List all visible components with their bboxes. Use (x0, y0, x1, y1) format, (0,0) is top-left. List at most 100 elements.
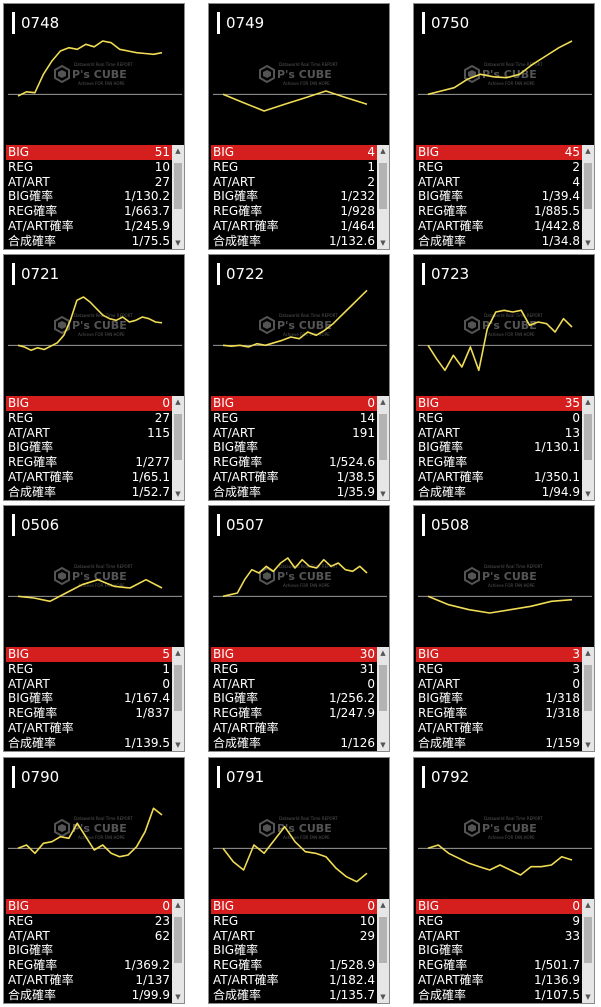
stats-table: BIG 5 REG 1 AT/ART 0 BIG確率 1/167.4 REG確率 1/837 AT/… (6, 647, 184, 751)
scroll-thumb[interactable] (174, 414, 182, 460)
machine-card-0507[interactable]: 0507 Dataworld Real Time REPORT P's CUBE Ac… (208, 505, 390, 752)
scroll-down-arrow-icon[interactable]: ▼ (175, 239, 181, 247)
scroll-down-arrow-icon[interactable]: ▼ (585, 490, 591, 498)
stats-scrollbar[interactable]: ▲ ▼ (582, 145, 594, 249)
stat-row-reg: REG 10 (211, 914, 389, 929)
stats-scrollbar[interactable]: ▲ ▼ (377, 396, 389, 500)
stat-row-at-art: AT/ART 0 (6, 677, 184, 692)
machine-card-0792[interactable]: 0792 Dataworld Real Time REPORT P's CUBE Ac… (413, 757, 595, 1004)
stats-scrollbar[interactable]: ▲ ▼ (377, 899, 389, 1003)
stat-value: 1/126 (340, 735, 375, 750)
scroll-thumb[interactable] (584, 163, 592, 209)
machine-card-0749[interactable]: 0749 Dataworld Real Time REPORT P's CUBE Ac… (208, 3, 390, 250)
scroll-down-arrow-icon[interactable]: ▼ (585, 993, 591, 1001)
stats-scrollbar[interactable]: ▲ ▼ (172, 647, 184, 751)
scroll-up-arrow-icon[interactable]: ▲ (585, 147, 591, 155)
stat-row-big-prob: BIG確率 1/232 (211, 189, 389, 204)
machine-card-0790[interactable]: 0790 Dataworld Real Time REPORT P's CUBE Ac… (3, 757, 185, 1004)
scroll-down-arrow-icon[interactable]: ▼ (380, 741, 386, 749)
stat-label: REG (418, 410, 444, 425)
scroll-up-arrow-icon[interactable]: ▲ (175, 147, 181, 155)
stat-row-reg: REG 0 (416, 411, 594, 426)
stat-label: BIG確率 (8, 440, 54, 455)
stats-scrollbar[interactable]: ▲ ▼ (582, 396, 594, 500)
stat-label: AT/ART確率 (8, 972, 74, 987)
stat-value: 1 (162, 661, 170, 676)
machine-card-0748[interactable]: 0748 Dataworld Real Time REPORT P's CUBE Ac… (3, 3, 185, 250)
scroll-up-arrow-icon[interactable]: ▲ (585, 398, 591, 406)
stat-value: 4 (367, 145, 375, 159)
slump-line (17, 296, 163, 352)
stat-label: AT/ART (213, 425, 255, 440)
scroll-thumb[interactable] (584, 414, 592, 460)
stat-label: BIG確率 (213, 440, 259, 455)
stat-value: 1/130.2 (123, 189, 170, 204)
scroll-down-arrow-icon[interactable]: ▼ (380, 490, 386, 498)
machine-card-0721[interactable]: 0721 Dataworld Real Time REPORT P's CUBE Ac… (3, 254, 185, 501)
scroll-up-arrow-icon[interactable]: ▲ (175, 649, 181, 657)
scroll-up-arrow-icon[interactable]: ▲ (380, 901, 386, 909)
stats-scrollbar[interactable]: ▲ ▼ (377, 145, 389, 249)
scroll-up-arrow-icon[interactable]: ▲ (380, 147, 386, 155)
scroll-thumb[interactable] (174, 917, 182, 963)
stats-scrollbar[interactable]: ▲ ▼ (172, 396, 184, 500)
stat-label: BIG (418, 145, 440, 159)
stat-value: 0 (162, 899, 170, 913)
stat-label: 合成確率 (213, 484, 262, 499)
scroll-down-arrow-icon[interactable]: ▼ (175, 490, 181, 498)
stat-value: 27 (154, 410, 170, 425)
stat-value: 0 (367, 899, 375, 913)
scroll-thumb[interactable] (174, 665, 182, 711)
scroll-down-arrow-icon[interactable]: ▼ (585, 741, 591, 749)
scroll-down-arrow-icon[interactable]: ▼ (585, 239, 591, 247)
scroll-up-arrow-icon[interactable]: ▲ (380, 398, 386, 406)
scroll-thumb[interactable] (379, 163, 387, 209)
slump-line (222, 90, 368, 112)
scroll-up-arrow-icon[interactable]: ▲ (585, 901, 591, 909)
scroll-up-arrow-icon[interactable]: ▲ (380, 649, 386, 657)
stat-value: 1/501.7 (533, 958, 580, 973)
stat-label: BIG (8, 145, 30, 159)
stat-label: REG (8, 661, 34, 676)
machine-number: 0792 (422, 766, 469, 788)
machine-card-0722[interactable]: 0722 Dataworld Real Time REPORT P's CUBE Ac… (208, 254, 390, 501)
scroll-up-arrow-icon[interactable]: ▲ (175, 398, 181, 406)
scroll-thumb[interactable] (584, 917, 592, 963)
scroll-down-arrow-icon[interactable]: ▼ (175, 993, 181, 1001)
scroll-up-arrow-icon[interactable]: ▲ (585, 649, 591, 657)
stat-row-big: BIG 0 (211, 396, 389, 411)
stats-scrollbar[interactable]: ▲ ▼ (582, 647, 594, 751)
stat-label: BIG (213, 899, 235, 913)
watermark-top-text: Dataworld Real Time REPORT (279, 816, 338, 821)
machine-card-0750[interactable]: 0750 Dataworld Real Time REPORT P's CUBE Ac… (413, 3, 595, 250)
stats-scrollbar[interactable]: ▲ ▼ (172, 899, 184, 1003)
stat-row-combined-prob: 合成確率 1/75.5 (6, 234, 184, 249)
stat-row-combined-prob: 合成確率 1/52.7 (6, 485, 184, 500)
scroll-up-arrow-icon[interactable]: ▲ (175, 901, 181, 909)
machine-card-0506[interactable]: 0506 Dataworld Real Time REPORT P's CUBE Ac… (3, 505, 185, 752)
machine-card-0791[interactable]: 0791 Dataworld Real Time REPORT P's CUBE Ac… (208, 757, 390, 1004)
scroll-down-arrow-icon[interactable]: ▼ (380, 239, 386, 247)
scroll-down-arrow-icon[interactable]: ▼ (380, 993, 386, 1001)
machine-card-0508[interactable]: 0508 Dataworld Real Time REPORT P's CUBE Ac… (413, 505, 595, 752)
scroll-thumb[interactable] (174, 163, 182, 209)
scroll-down-arrow-icon[interactable]: ▼ (175, 741, 181, 749)
scroll-thumb[interactable] (584, 665, 592, 711)
scroll-thumb[interactable] (379, 665, 387, 711)
stat-row-reg: REG 3 (416, 662, 594, 677)
stats-scrollbar[interactable]: ▲ ▼ (172, 145, 184, 249)
stats-scrollbar[interactable]: ▲ ▼ (377, 647, 389, 751)
stat-label: BIG確率 (213, 691, 259, 706)
stat-value: 0 (162, 676, 170, 691)
stat-label: AT/ART確率 (213, 469, 279, 484)
stat-value: 13 (564, 425, 580, 440)
scroll-thumb[interactable] (379, 414, 387, 460)
stat-row-at-art: AT/ART 27 (6, 175, 184, 190)
machine-card-0723[interactable]: 0723 Dataworld Real Time REPORT P's CUBE Ac… (413, 254, 595, 501)
stats-scrollbar[interactable]: ▲ ▼ (582, 899, 594, 1003)
stat-row-at-art: AT/ART 4 (416, 175, 594, 190)
scroll-thumb[interactable] (379, 917, 387, 963)
